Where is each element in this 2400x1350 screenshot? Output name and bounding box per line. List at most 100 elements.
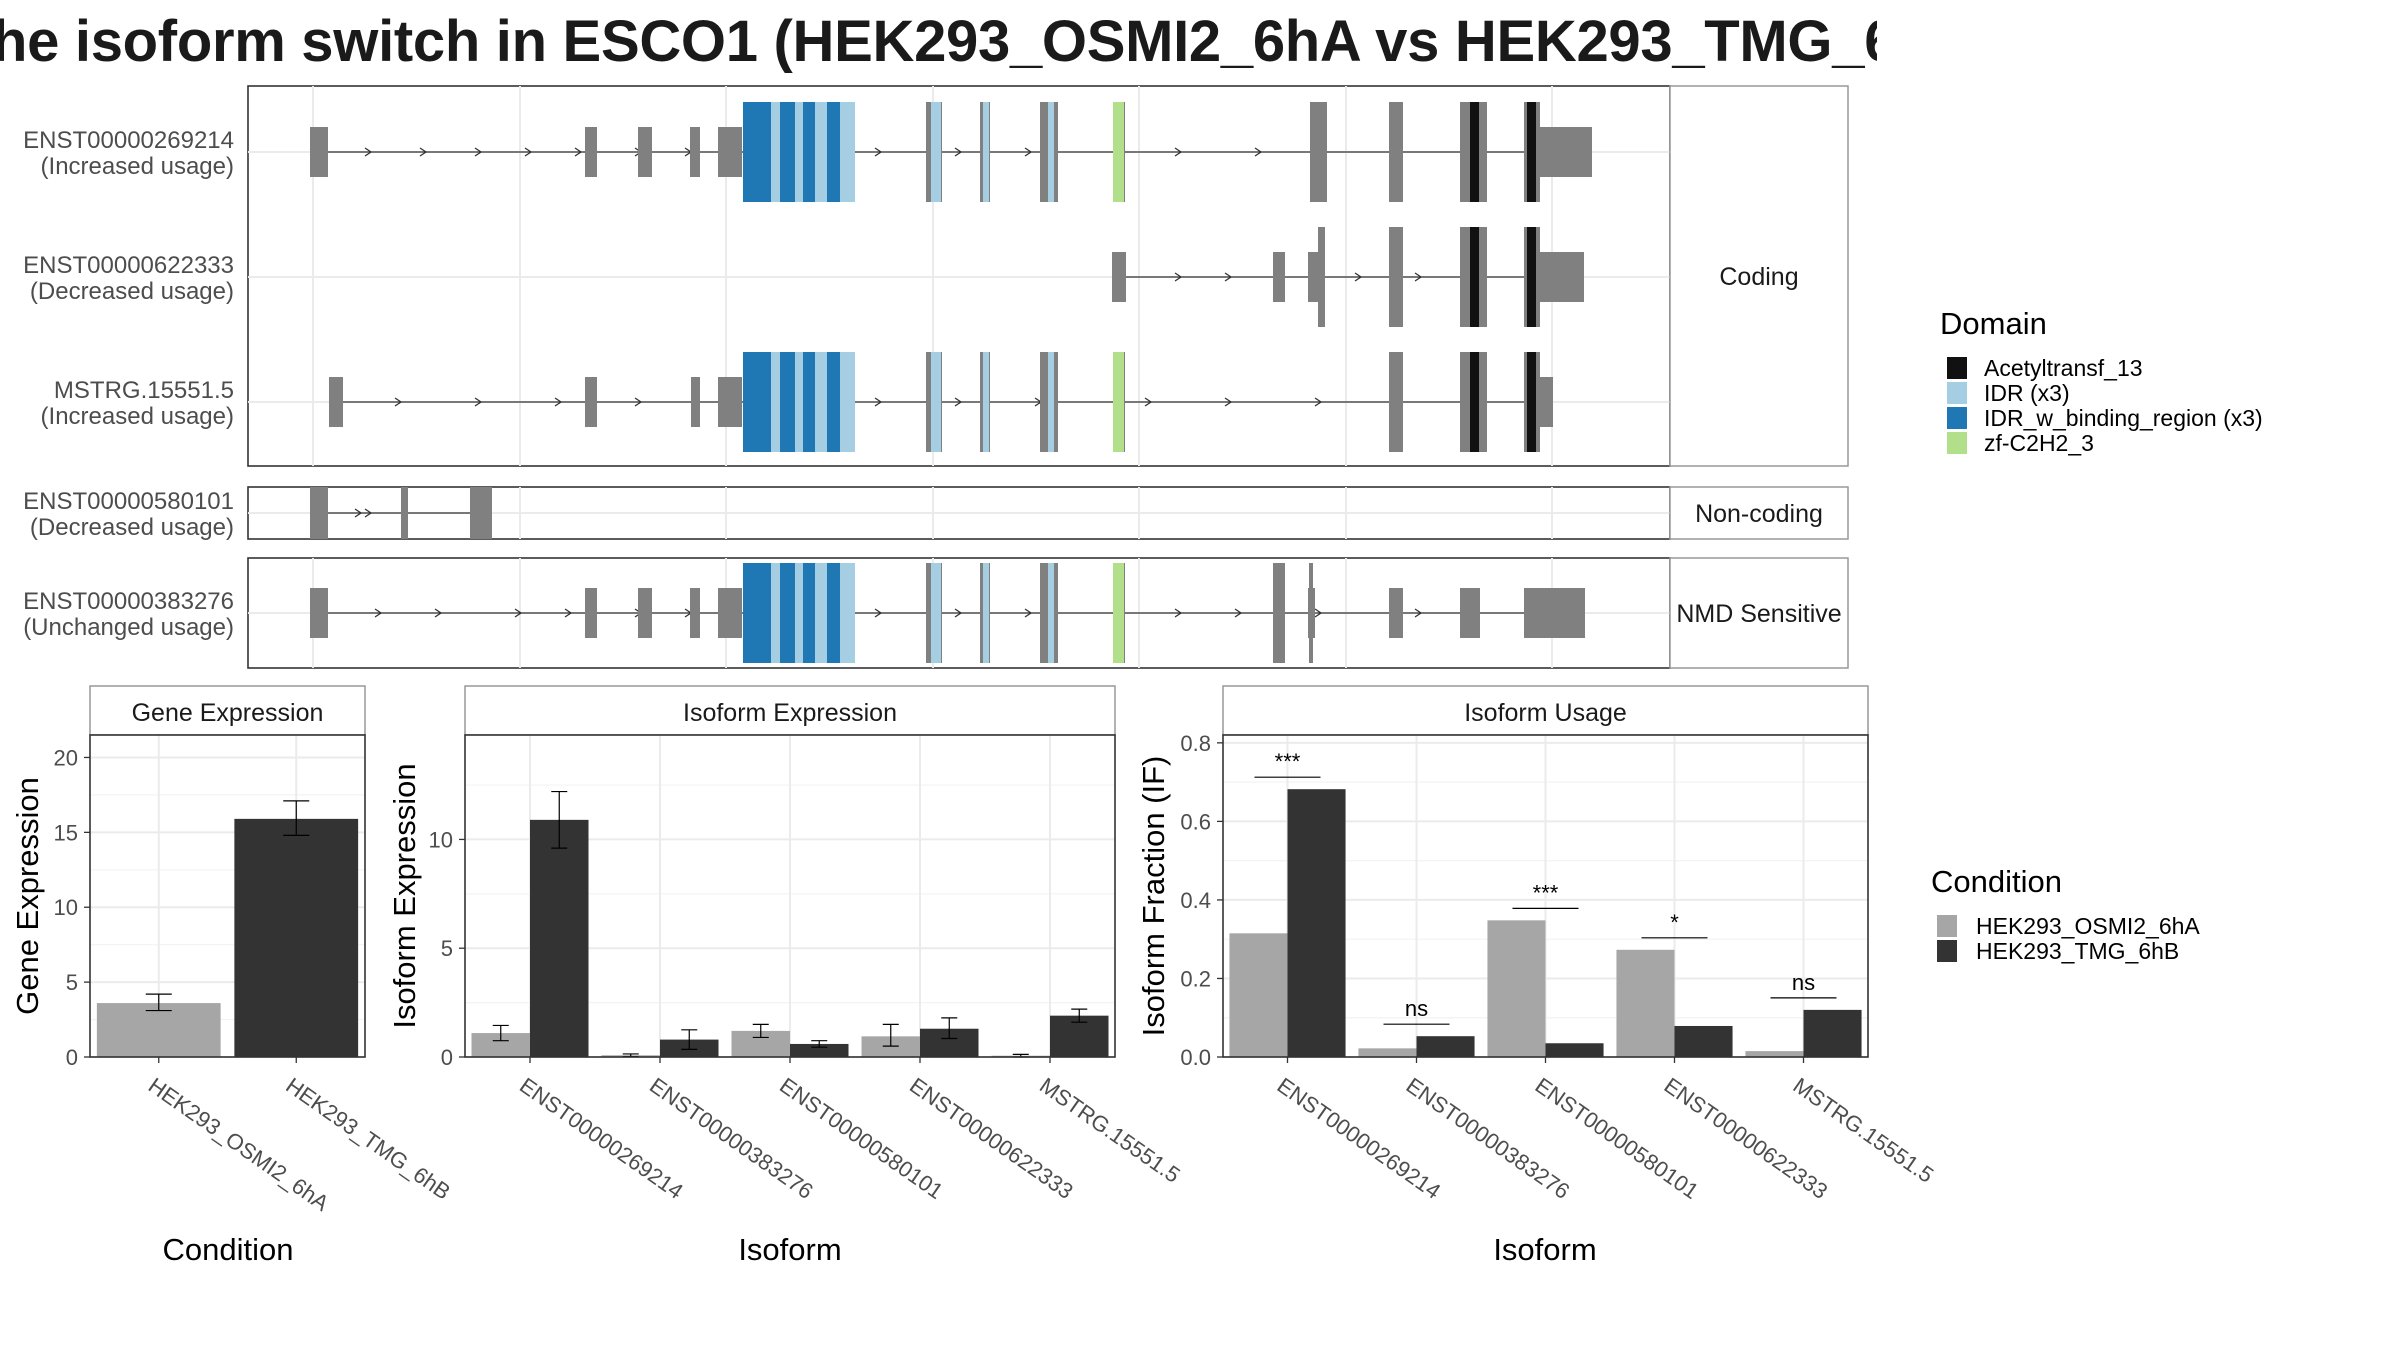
exon (718, 588, 742, 638)
strand-arrow (1174, 608, 1183, 618)
exon (690, 127, 700, 177)
legend-swatch (1947, 432, 1967, 454)
y-axis-title: Gene Expression (10, 777, 45, 1015)
transcript-id-label: ENST00000622333 (23, 252, 234, 279)
legend-label: HEK293_OSMI2_6hA (1976, 913, 2200, 939)
transcript-usage-label: (Decreased usage) (30, 278, 234, 305)
bar (1545, 1043, 1604, 1057)
transcript-usage-label: (Unchanged usage) (23, 614, 234, 641)
facet-strip (1669, 557, 1849, 669)
transcript-model (310, 563, 1585, 663)
legend-label: Acetyltransf_13 (1984, 355, 2143, 381)
exon (1389, 588, 1403, 638)
transcript-id-label: ENST00000580101 (23, 488, 234, 515)
exon (585, 377, 597, 427)
exon (1460, 588, 1480, 638)
strand-arrow (1174, 272, 1183, 282)
strand-arrow (1314, 608, 1323, 618)
domain-idr-w-binding-region (803, 352, 815, 452)
domain-acetyltransf-13 (1470, 102, 1479, 202)
strand-arrow (474, 397, 483, 407)
bar-panel-3: Isoform Usage0.00.20.40.60.8***ns****nsE… (1136, 685, 1938, 1267)
transcript-panel-non-coding: Non-coding ENST00000580101(Decreased usag… (23, 486, 1849, 541)
strand-arrow (1314, 397, 1323, 407)
bar (1287, 789, 1346, 1057)
transcript-usage-label: (Decreased usage) (30, 514, 234, 541)
strand-arrow (1144, 397, 1153, 407)
strand-arrow (374, 608, 383, 618)
legend-label: zf-C2H2_3 (1984, 430, 2094, 456)
exon (329, 377, 343, 427)
domain-idr-w-binding-region (827, 102, 840, 202)
domain-zf-c2h2-3 (1113, 102, 1124, 202)
strand-arrow (364, 147, 373, 157)
y-axis-title: Isoform Expression (387, 763, 422, 1028)
legend-label: IDR_w_binding_region (x3) (1984, 405, 2263, 431)
domain-idr-w-binding-region (827, 352, 840, 452)
strand-arrow (1254, 147, 1263, 157)
condition-legend-title: Condition (1931, 864, 2062, 899)
significance-label: ns (1792, 970, 1815, 995)
exon (638, 127, 652, 177)
strand-arrow (634, 397, 643, 407)
bar (1616, 949, 1675, 1057)
transcript-usage-label: (Increased usage) (41, 153, 234, 180)
panel-title: Gene Expression (132, 699, 324, 727)
domain-idr-w-binding-region (827, 563, 840, 663)
exon (1389, 102, 1403, 202)
bar (1416, 1036, 1475, 1057)
bar (1229, 933, 1288, 1057)
strand-arrow (514, 608, 523, 618)
bar (471, 1033, 530, 1057)
transcript-model (310, 487, 492, 539)
domain-idr (815, 102, 827, 202)
bar (790, 1043, 849, 1057)
exon (718, 377, 742, 427)
significance-label: *** (1533, 880, 1559, 905)
domain-acetyltransf-13 (1527, 227, 1536, 327)
exon (401, 487, 408, 539)
y-tick-label: 20 (54, 745, 78, 770)
strand-arrow (354, 508, 363, 518)
transcript-id-label: ENST00000269214 (23, 127, 234, 154)
domain-idr (795, 102, 803, 202)
y-tick-label: 0.0 (1180, 1045, 1211, 1070)
domain-idr (931, 102, 941, 202)
transcript-model (329, 352, 1553, 452)
domain-legend-title: Domain (1940, 306, 2047, 341)
y-tick-label: 0.8 (1180, 731, 1211, 756)
strand-arrow (574, 147, 583, 157)
domain-idr (771, 102, 780, 202)
domain-acetyltransf-13 (1527, 102, 1536, 202)
strand-arrow (419, 147, 428, 157)
bar (530, 819, 589, 1057)
domain-idr-w-binding-region (743, 563, 771, 663)
domain-idr-w-binding-region (803, 102, 815, 202)
y-tick-label: 15 (54, 820, 78, 845)
legend-swatch (1937, 940, 1957, 962)
exon (1112, 252, 1126, 302)
bar-panel-2: Isoform Expression0510ENST00000269214ENS… (387, 685, 1185, 1267)
legend-swatch (1947, 407, 1967, 429)
exon (310, 588, 328, 638)
facet-strip-label: Non-coding (1695, 500, 1823, 528)
bar (1358, 1048, 1417, 1057)
strand-arrow (954, 147, 963, 157)
exon (691, 377, 700, 427)
domain-idr (795, 352, 803, 452)
exon (1540, 377, 1553, 427)
strand-arrow (1224, 397, 1233, 407)
x-axis-title: Isoform (738, 1232, 841, 1267)
exon (585, 127, 597, 177)
domain-idr (931, 352, 941, 452)
y-tick-label: 0.4 (1180, 888, 1211, 913)
exon (1540, 252, 1584, 302)
y-axis-title: Isoform Fraction (IF) (1136, 756, 1171, 1037)
exon (1310, 102, 1327, 202)
significance-label: ns (1405, 996, 1428, 1021)
domain-idr (815, 563, 827, 663)
strand-arrow (554, 397, 563, 407)
domain-idr (1048, 563, 1054, 663)
